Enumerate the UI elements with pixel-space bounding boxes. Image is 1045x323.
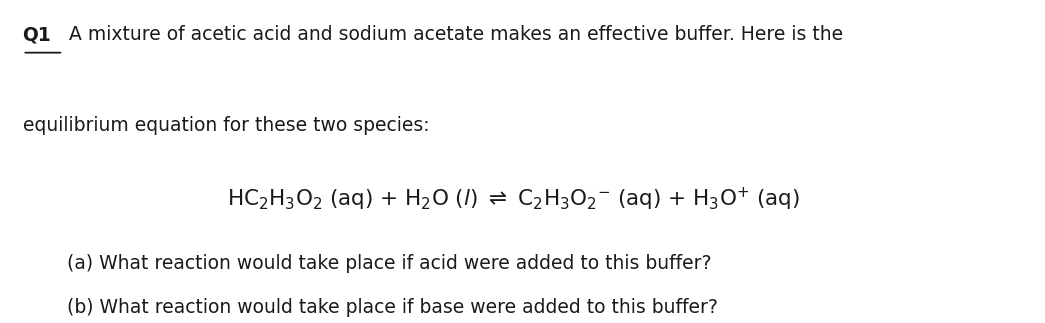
- Text: (a) What reaction would take place if acid were added to this buffer?: (a) What reaction would take place if ac…: [67, 254, 712, 273]
- Text: Q1: Q1: [23, 26, 51, 44]
- Text: A mixture of acetic acid and sodium acetate makes an effective buffer. Here is t: A mixture of acetic acid and sodium acet…: [64, 26, 843, 44]
- Text: equilibrium equation for these two species:: equilibrium equation for these two speci…: [23, 116, 429, 135]
- Text: HC$_2$H$_3$O$_2$ (aq) + H$_2$O ($\it{l}$) $\rightleftharpoons$ C$_2$H$_3$O$_2$$^: HC$_2$H$_3$O$_2$ (aq) + H$_2$O ($\it{l}$…: [228, 186, 800, 214]
- Text: (b) What reaction would take place if base were added to this buffer?: (b) What reaction would take place if ba…: [67, 298, 718, 317]
